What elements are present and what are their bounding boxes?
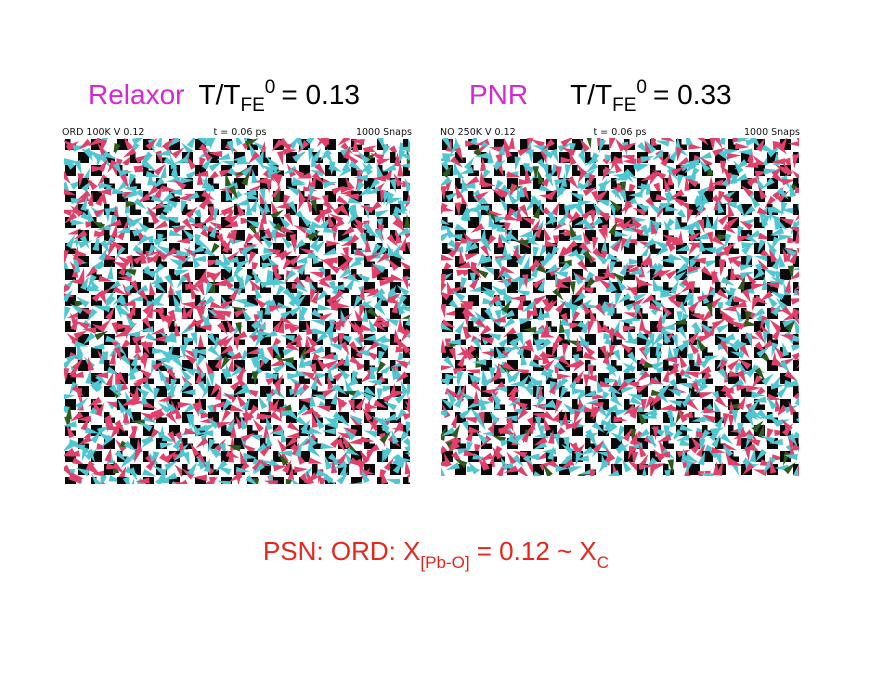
footer-prefix: PSN: ORD: X bbox=[262, 536, 421, 566]
right-ratio-sup: 0 bbox=[636, 77, 647, 98]
right-panel-kind: PNR bbox=[469, 79, 529, 110]
footer-formula: PSN: ORD: X[Pb-O] = 0.12 ~ XC bbox=[0, 538, 872, 571]
footer-middle: = 0.12 ~ X bbox=[469, 536, 597, 566]
left-simulation-frame bbox=[64, 138, 410, 484]
left-header-time: t = 0.06 ps bbox=[213, 127, 267, 138]
left-header-snaps: 1000 Snaps bbox=[355, 127, 412, 138]
right-ratio-sub: FE bbox=[612, 95, 637, 116]
right-header-time: t = 0.06 ps bbox=[593, 127, 647, 138]
right-frame-header: NO 250K V 0.12 t = 0.06 ps 1000 Snaps bbox=[440, 127, 800, 139]
left-header-label: ORD 100K V 0.12 bbox=[62, 127, 145, 138]
left-panel-title: Relaxor T/TFE0 = 0.13 bbox=[88, 78, 360, 115]
right-panel-title: PNR T/TFE0 = 0.33 bbox=[469, 78, 732, 115]
footer-sub-pbo: [Pb-O] bbox=[420, 553, 470, 572]
right-ratio-value: = 0.33 bbox=[652, 79, 732, 110]
right-simulation-frame bbox=[441, 138, 799, 476]
right-ratio-main: T/T bbox=[570, 79, 613, 110]
footer-sub-c: C bbox=[596, 553, 610, 572]
left-ratio-sub: FE bbox=[240, 95, 265, 116]
left-ratio-sup: 0 bbox=[264, 77, 276, 98]
left-frame-header: ORD 100K V 0.12 t = 0.06 ps 1000 Snaps bbox=[62, 127, 412, 139]
right-header-label: NO 250K V 0.12 bbox=[440, 127, 516, 138]
left-ratio-value: = 0.13 bbox=[281, 79, 360, 110]
right-header-snaps: 1000 Snaps bbox=[743, 127, 800, 138]
left-ratio-main: T/T bbox=[198, 79, 241, 110]
left-panel-kind: Relaxor bbox=[88, 79, 185, 110]
